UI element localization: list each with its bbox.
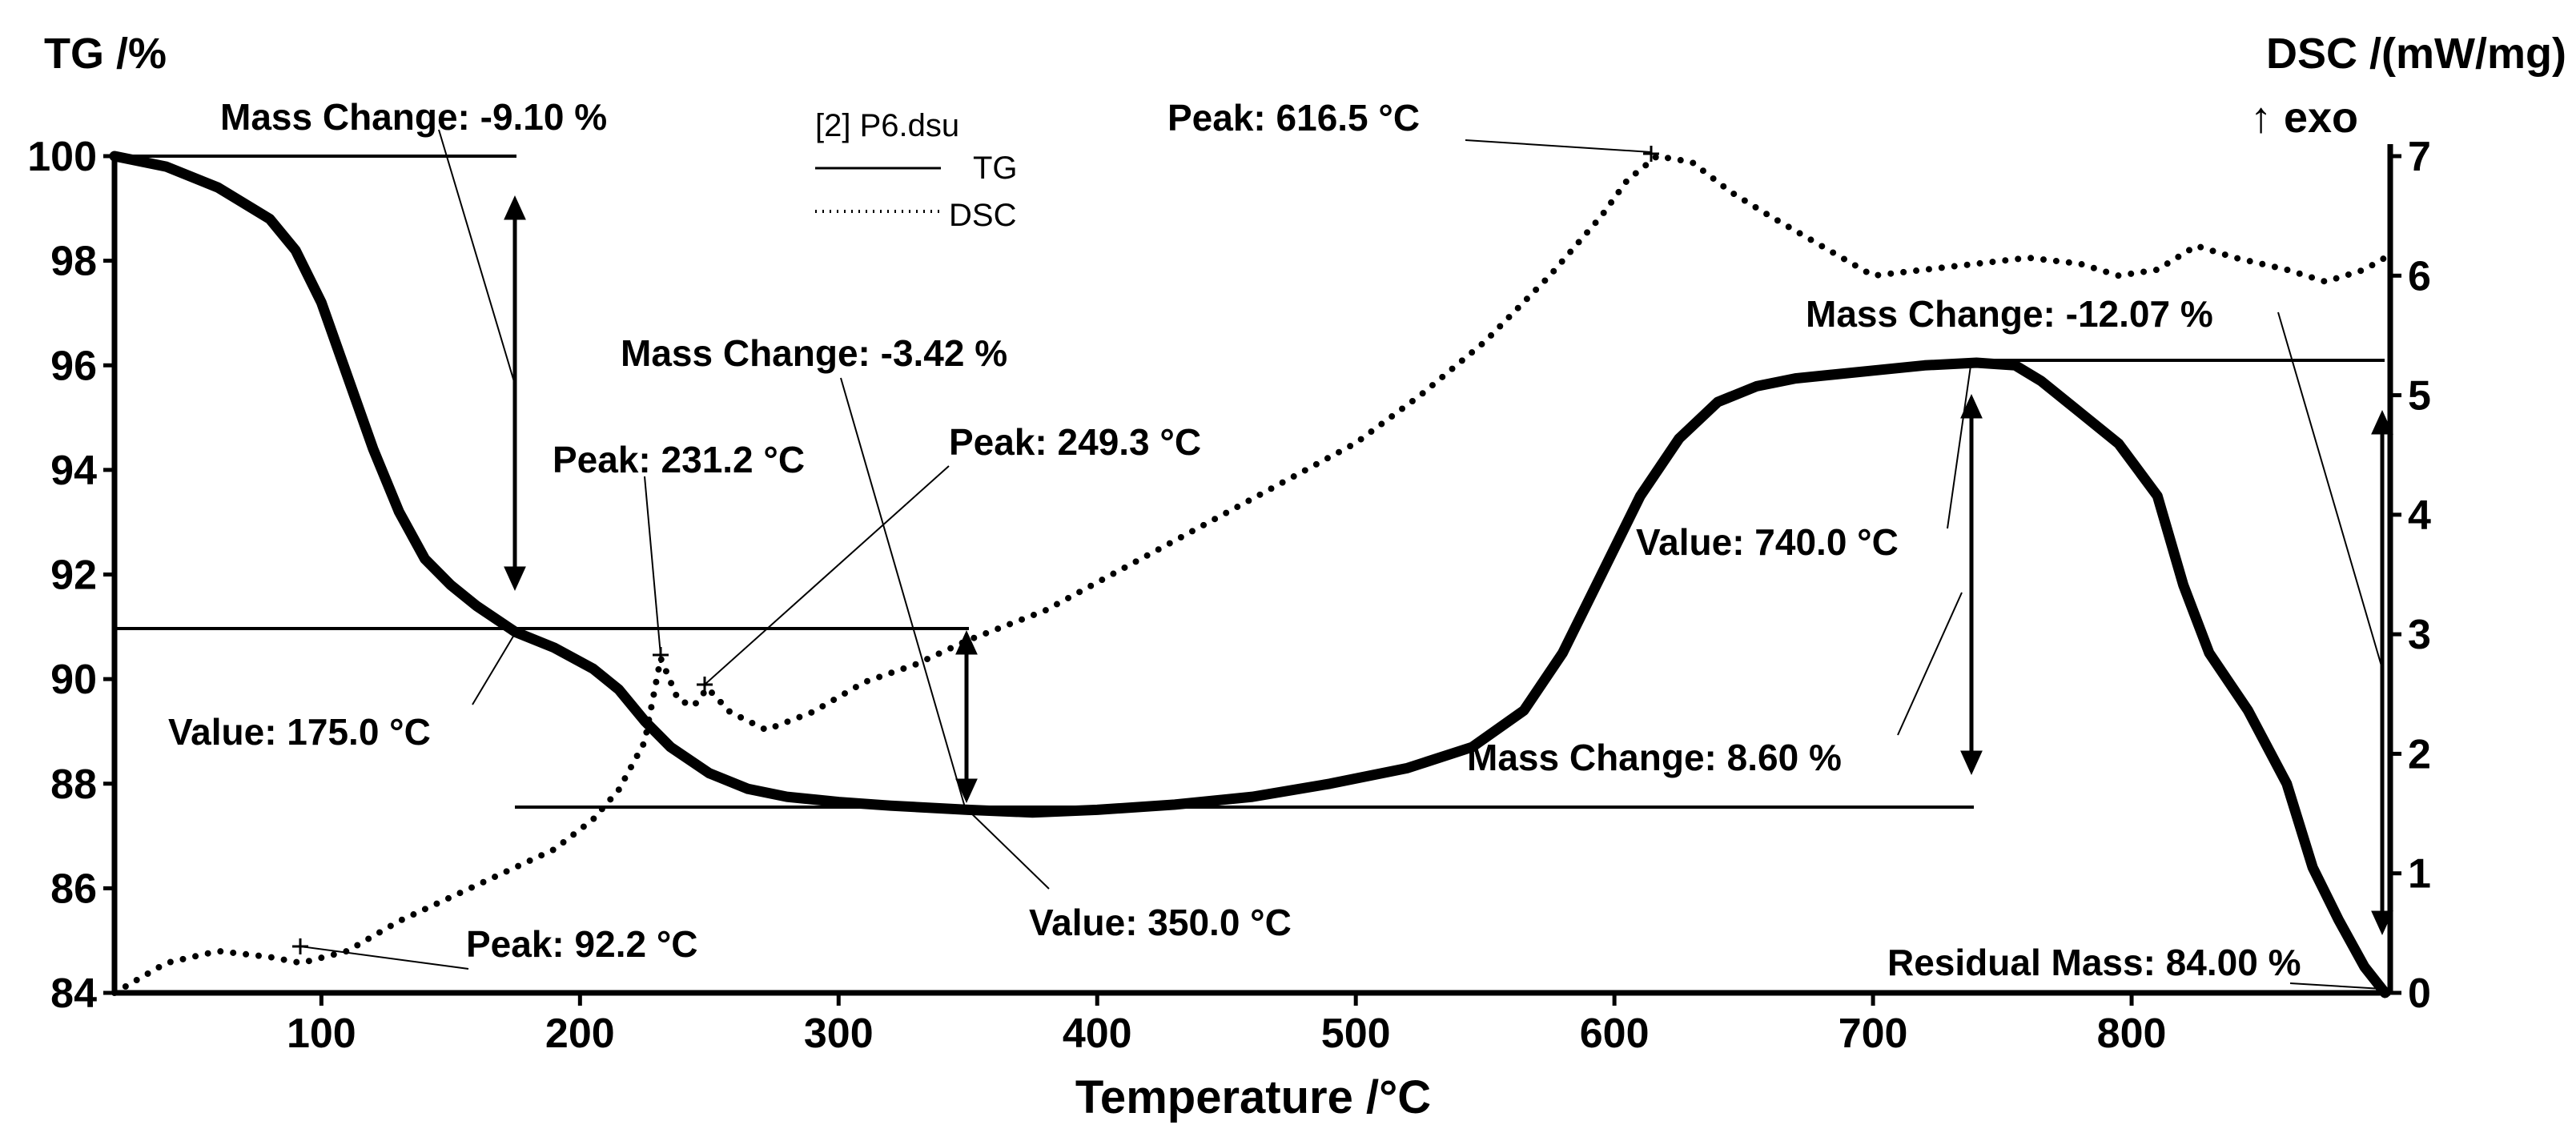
y-right-tick-label: 7 <box>2408 134 2431 180</box>
x-tick-label: 400 <box>1063 1010 1132 1057</box>
legend: [2] P6.dsu TG DSC <box>815 108 1018 233</box>
legend-dsc-label: DSC <box>949 198 1016 233</box>
legend-tg-label: TG <box>973 151 1018 186</box>
x-axis-title: Temperature /°C <box>1075 1071 1431 1123</box>
y-right-tick-label: 6 <box>2408 253 2431 299</box>
annotation-value-350: Value: 350.0 °C <box>1029 902 1292 943</box>
y-right-tick-label: 5 <box>2408 373 2431 420</box>
step-lines <box>115 155 2385 809</box>
y-axis-right-title: DSC /(mW/mg) <box>2266 30 2566 78</box>
y-left-tick-label: 86 <box>50 866 97 912</box>
annotation-peak-249: Peak: 249.3 °C <box>949 421 1201 463</box>
dsc-curve <box>111 152 2389 996</box>
x-tick-label: 100 <box>287 1010 356 1057</box>
leader-lines <box>299 129 2383 990</box>
y-right-tick-label: 2 <box>2408 731 2431 777</box>
x-tick-label: 800 <box>2097 1010 2167 1057</box>
y-left-tick-label: 90 <box>50 657 97 703</box>
y-left-tick-label: 88 <box>50 761 97 808</box>
annotation-peak-92: Peak: 92.2 °C <box>466 923 697 965</box>
annotation-residual-mass: Residual Mass: 84.00 % <box>1887 942 2301 983</box>
y-right-tick-label: 0 <box>2408 970 2431 1017</box>
y-left-tick-label: 92 <box>50 552 97 599</box>
annotation-mass-change-3: Mass Change: 8.60 % <box>1467 737 1842 778</box>
axis-ticks: 100 200 300 400 500 600 700 800 84 86 88 90 92 94 96 98… <box>27 134 2431 1057</box>
y-left-tick-label: 94 <box>50 448 97 494</box>
y-right-tick-label: 3 <box>2408 612 2431 658</box>
tg-curve <box>109 151 2390 998</box>
y-right-tick-label: 4 <box>2408 492 2431 539</box>
x-tick-label: 500 <box>1321 1010 1391 1057</box>
y-left-tick-label: 98 <box>50 239 97 285</box>
annotation-value-175: Value: 175.0 °C <box>168 711 431 753</box>
annotation-peak-616: Peak: 616.5 °C <box>1167 97 1420 139</box>
x-tick-label: 300 <box>804 1010 874 1057</box>
annotation-value-740: Value: 740.0 °C <box>1636 521 1899 563</box>
y-axis-left-title: TG /% <box>44 30 167 78</box>
x-tick-label: 700 <box>1839 1010 1908 1057</box>
y-right-tick-label: 1 <box>2408 851 2431 898</box>
x-tick-label: 600 <box>1580 1010 1650 1057</box>
x-tick-label: 200 <box>545 1010 615 1057</box>
annotation-peak-231: Peak: 231.2 °C <box>553 439 805 480</box>
annotation-mass-change-1: Mass Change: -9.10 % <box>220 96 607 138</box>
peak-markers <box>292 146 1659 954</box>
mass-change-arrows <box>504 195 2393 936</box>
legend-file-label: [2] P6.dsu <box>815 108 959 143</box>
y-left-tick-label: 84 <box>50 970 97 1017</box>
y-axis-right-subtitle: ↑ exo <box>2250 94 2358 142</box>
annotation-mass-change-2: Mass Change: -3.42 % <box>621 332 1007 374</box>
annotation-mass-change-4: Mass Change: -12.07 % <box>1806 293 2213 335</box>
y-left-tick-label: 96 <box>50 343 97 389</box>
y-left-tick-label: 100 <box>27 134 97 180</box>
